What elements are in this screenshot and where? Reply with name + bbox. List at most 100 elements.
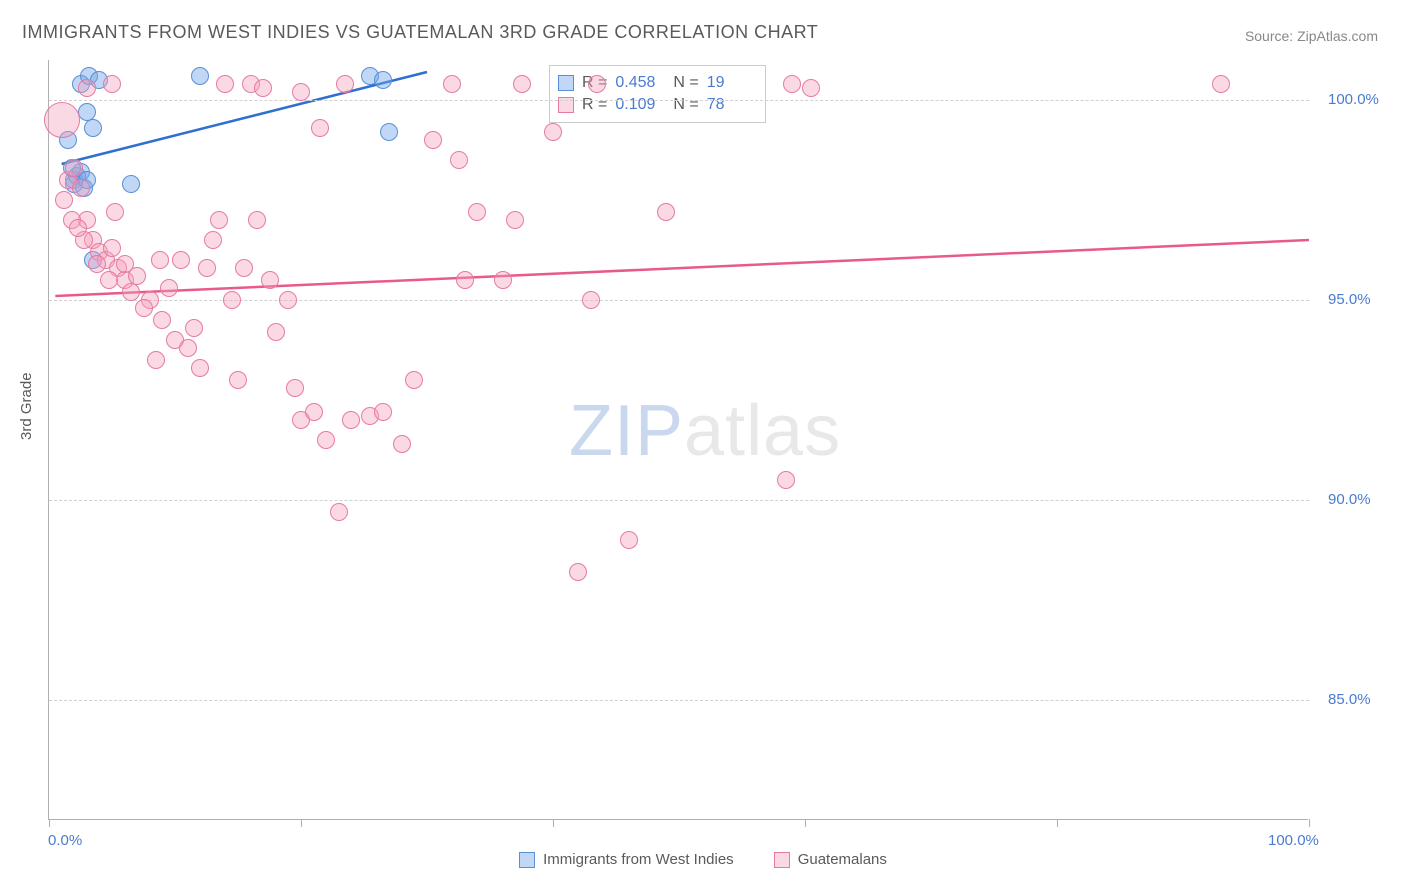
trend-lines (49, 60, 1309, 820)
watermark-atlas: atlas (684, 391, 841, 471)
stats-r-value: 0.458 (615, 72, 665, 94)
scatter-point-guatemalans (122, 283, 140, 301)
scatter-point-guatemalans (582, 291, 600, 309)
scatter-point-west_indies (191, 67, 209, 85)
scatter-point-guatemalans (286, 379, 304, 397)
scatter-point-guatemalans (88, 255, 106, 273)
y-tick-label: 95.0% (1328, 291, 1371, 308)
scatter-point-guatemalans (235, 259, 253, 277)
scatter-point-guatemalans (468, 203, 486, 221)
scatter-point-guatemalans (103, 75, 121, 93)
x-tick-label: 0.0% (48, 832, 82, 849)
watermark-zip: ZIP (569, 391, 684, 471)
source-attribution: Source: ZipAtlas.com (1245, 28, 1378, 44)
stats-r-label: R = (582, 94, 607, 116)
scatter-point-guatemalans (65, 159, 83, 177)
x-tick (49, 819, 50, 827)
scatter-point-guatemalans (424, 131, 442, 149)
chart-title: IMMIGRANTS FROM WEST INDIES VS GUATEMALA… (22, 22, 818, 43)
x-tick (1057, 819, 1058, 827)
scatter-point-guatemalans (216, 75, 234, 93)
scatter-point-guatemalans (229, 371, 247, 389)
stats-box: R =0.458N =19R =0.109N =78 (549, 65, 766, 123)
scatter-point-guatemalans (777, 471, 795, 489)
legend-swatch-west_indies (519, 852, 535, 868)
x-tick (301, 819, 302, 827)
scatter-point-guatemalans (254, 79, 272, 97)
x-tick-label: 100.0% (1268, 832, 1319, 849)
legend-swatch-guatemalans (774, 852, 790, 868)
bottom-legend: Immigrants from West Indies Guatemalans (0, 851, 1406, 868)
scatter-point-guatemalans (342, 411, 360, 429)
legend-item-guatemalans: Guatemalans (774, 851, 887, 868)
scatter-point-west_indies (380, 123, 398, 141)
scatter-point-west_indies (84, 119, 102, 137)
scatter-point-guatemalans (506, 211, 524, 229)
scatter-point-guatemalans (393, 435, 411, 453)
scatter-point-guatemalans (153, 311, 171, 329)
scatter-point-guatemalans (248, 211, 266, 229)
scatter-point-guatemalans (513, 75, 531, 93)
scatter-point-guatemalans (135, 299, 153, 317)
scatter-point-guatemalans (336, 75, 354, 93)
legend-label-west_indies: Immigrants from West Indies (543, 851, 734, 868)
x-tick (805, 819, 806, 827)
x-tick (1309, 819, 1310, 827)
scatter-point-guatemalans (204, 231, 222, 249)
scatter-point-guatemalans (569, 563, 587, 581)
legend-label-guatemalans: Guatemalans (798, 851, 887, 868)
scatter-point-guatemalans (179, 339, 197, 357)
scatter-point-guatemalans (55, 191, 73, 209)
scatter-point-guatemalans (151, 251, 169, 269)
scatter-point-guatemalans (657, 203, 675, 221)
scatter-point-guatemalans (185, 319, 203, 337)
scatter-point-guatemalans (198, 259, 216, 277)
y-tick-label: 90.0% (1328, 491, 1371, 508)
x-tick (553, 819, 554, 827)
scatter-point-guatemalans (783, 75, 801, 93)
scatter-point-west_indies (122, 175, 140, 193)
scatter-point-guatemalans (1212, 75, 1230, 93)
stats-r-value: 0.109 (615, 94, 665, 116)
gridline (49, 100, 1309, 101)
stats-row-guatemalans: R =0.109N =78 (558, 94, 757, 116)
scatter-point-guatemalans (494, 271, 512, 289)
scatter-point-guatemalans (116, 255, 134, 273)
scatter-point-guatemalans (279, 291, 297, 309)
scatter-point-guatemalans (210, 211, 228, 229)
y-axis-label: 3rd Grade (18, 372, 35, 440)
scatter-point-guatemalans (100, 271, 118, 289)
scatter-point-west_indies (374, 71, 392, 89)
scatter-point-guatemalans (267, 323, 285, 341)
scatter-point-guatemalans (106, 203, 124, 221)
plot-area: ZIPatlas R =0.458N =19R =0.109N =78 (48, 60, 1308, 820)
scatter-point-guatemalans (72, 179, 90, 197)
scatter-point-guatemalans (78, 79, 96, 97)
scatter-point-guatemalans (544, 123, 562, 141)
scatter-point-guatemalans (443, 75, 461, 93)
scatter-point-guatemalans (292, 83, 310, 101)
scatter-point-guatemalans (330, 503, 348, 521)
y-tick-label: 85.0% (1328, 691, 1371, 708)
scatter-point-guatemalans (374, 403, 392, 421)
scatter-point-guatemalans (311, 119, 329, 137)
scatter-point-guatemalans (588, 75, 606, 93)
scatter-point-guatemalans (450, 151, 468, 169)
stats-n-value: 78 (707, 94, 757, 116)
scatter-point-guatemalans (456, 271, 474, 289)
chart-container: IMMIGRANTS FROM WEST INDIES VS GUATEMALA… (0, 0, 1406, 892)
scatter-point-guatemalans (191, 359, 209, 377)
scatter-point-guatemalans (405, 371, 423, 389)
scatter-point-guatemalans (147, 351, 165, 369)
watermark: ZIPatlas (569, 390, 841, 472)
scatter-point-guatemalans (802, 79, 820, 97)
scatter-point-guatemalans (317, 431, 335, 449)
y-tick-label: 100.0% (1328, 91, 1379, 108)
legend-item-west_indies: Immigrants from West Indies (519, 851, 734, 868)
scatter-point-guatemalans (305, 403, 323, 421)
scatter-point-guatemalans (160, 279, 178, 297)
scatter-point-guatemalans (223, 291, 241, 309)
scatter-point-guatemalans (620, 531, 638, 549)
scatter-point-guatemalans (172, 251, 190, 269)
scatter-point-guatemalans (261, 271, 279, 289)
